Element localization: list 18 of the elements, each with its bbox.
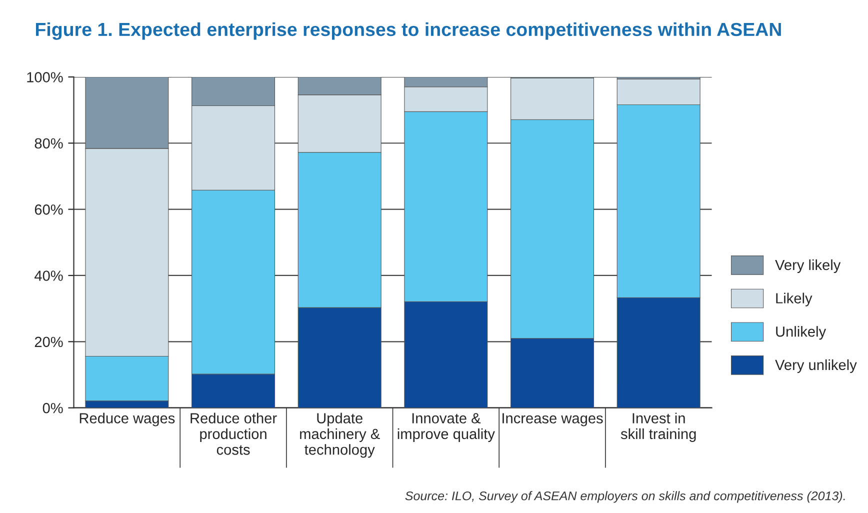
y-tick-label: 20% [34,336,63,348]
legend-label: Very unlikely [775,359,857,373]
y-tick-label: 100% [27,72,63,82]
legend-label: Very likely [775,259,841,274]
y-tick-label: 40% [34,270,63,281]
legend-label: Unlikely [776,326,826,340]
x-tick-label: Reduce other production costs [190,412,277,455]
x-tick-label: Reduce wages [80,412,175,426]
x-tick-label: Increase wages [502,413,603,426]
x-tick-label: Update machinery & technology [300,412,380,458]
x-tick-label: Innovate & improve quality [398,413,495,442]
y-tick-label: 80% [34,138,63,149]
source-note: Source: ILO, Survey of ASEAN employers on skills and competitiveness (2013). [405,491,845,503]
x-tick-label: Invest in skill training [620,412,696,442]
chart-title: Figure 1. Expected enterprise responses to increase competitiveness within ASEAN [36,22,781,40]
y-tick-label: 0% [42,402,63,414]
legend-label: Likely [776,292,812,306]
y-tick-label: 60% [34,204,63,215]
